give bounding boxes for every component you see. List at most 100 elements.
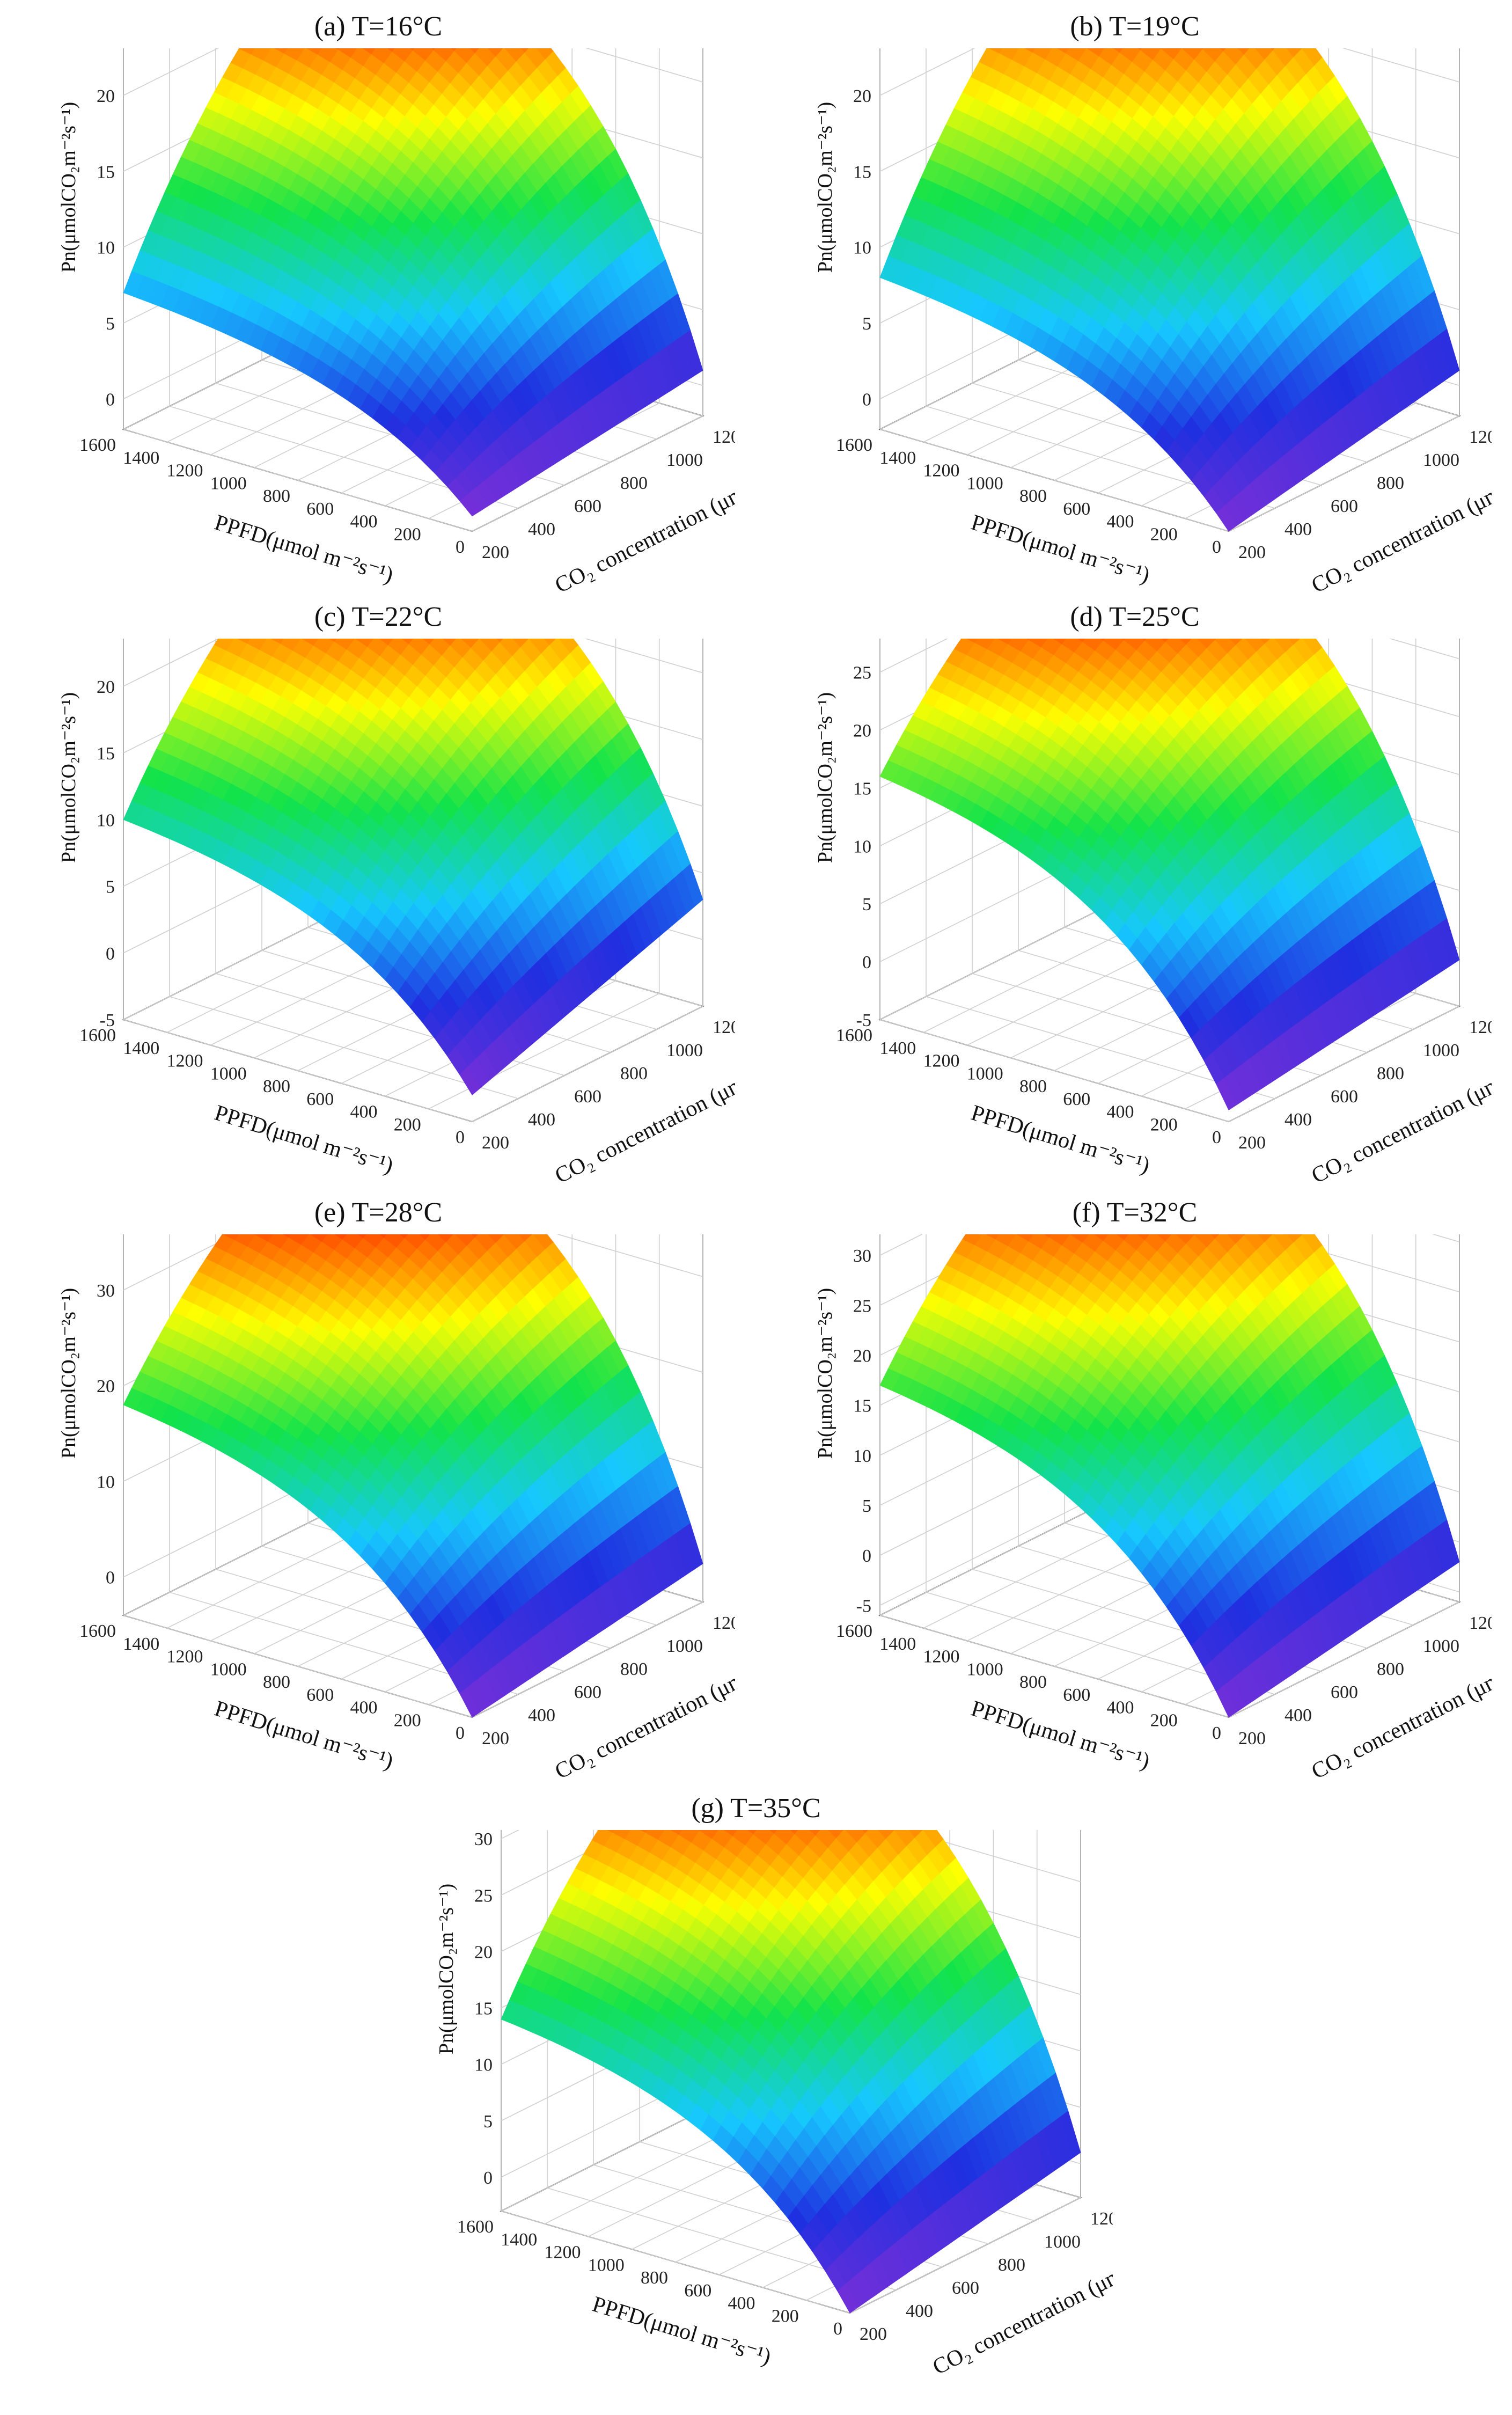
z-tick-label: 15: [853, 162, 871, 182]
panel-title: (d) T=25°C: [778, 601, 1492, 633]
panel-d: (d) T=25°C 20040060080010001200020040060…: [778, 601, 1492, 1224]
panel-title: (f) T=32°C: [778, 1197, 1492, 1228]
x-tick-label: 1000: [666, 1636, 703, 1656]
x-tick-label: 400: [1285, 1110, 1312, 1130]
surface-plot-b: 2004006008001000120002004006008001000120…: [778, 48, 1492, 612]
y-tick-label: 600: [306, 1685, 334, 1705]
x-tick-label: 800: [1377, 473, 1404, 493]
y-tick-label: 1400: [123, 448, 159, 468]
z-tick-label: 0: [106, 390, 115, 409]
x-tick-label: 1000: [1423, 1041, 1459, 1060]
x-tick-label: 1000: [666, 450, 703, 470]
y-tick-label: 0: [456, 1128, 465, 1147]
x-tick-label: 200: [482, 1133, 509, 1153]
y-tick-label: 1000: [210, 1064, 247, 1084]
y-tick-label: 1600: [79, 1621, 116, 1641]
y-tick-label: 200: [394, 1115, 421, 1135]
x-tick-label: 1200: [713, 1018, 735, 1037]
y-tick-label: 0: [1212, 537, 1221, 557]
panel-e: (e) T=28°C 20040060080010001200020040060…: [21, 1197, 735, 1819]
x-tick-label: 400: [1285, 519, 1312, 539]
x-tick-label: 400: [528, 519, 555, 539]
z-tick-label: 10: [853, 238, 871, 258]
x-tick-label: 800: [620, 1659, 648, 1679]
surface-plot-d: 2004006008001000120002004006008001000120…: [778, 639, 1492, 1202]
surface-plot-f: 2004006008001000120002004006008001000120…: [778, 1234, 1492, 1798]
x-tick-label: 1200: [1469, 1018, 1492, 1037]
y-tick-label: 1000: [967, 1064, 1003, 1084]
z-axis-label: Pn(μmolCO₂m⁻²s⁻¹): [57, 1288, 80, 1459]
panel-f: (f) T=32°C 20040060080010001200020040060…: [778, 1197, 1492, 1819]
y-tick-label: 1200: [167, 1647, 203, 1667]
x-tick-label: 600: [574, 1682, 601, 1702]
y-tick-label: 800: [263, 1672, 290, 1692]
x-tick-label: 400: [528, 1706, 555, 1725]
surface-plot-e: 2004006008001000120002004006008001000120…: [21, 1234, 735, 1798]
y-tick-label: 1200: [923, 461, 960, 481]
y-tick-label: 1000: [210, 473, 247, 493]
y-tick-label: 0: [456, 537, 465, 557]
z-tick-label: 15: [853, 779, 871, 799]
z-tick-label: 5: [862, 895, 871, 914]
z-tick-label: 10: [97, 1472, 115, 1492]
z-tick-label: 0: [106, 1568, 115, 1588]
z-tick-label: 0: [106, 944, 115, 964]
x-tick-label: 600: [1331, 496, 1358, 516]
z-tick-label: -5: [100, 1011, 115, 1030]
panel-title: (e) T=28°C: [21, 1197, 735, 1228]
x-tick-label: 1000: [1423, 450, 1459, 470]
panel-b: (b) T=19°C 200 400 600 800 1000 1200 0 200 400 60…: [778, 11, 1492, 633]
x-tick-label: 1200: [713, 1613, 735, 1633]
z-tick-label: 15: [97, 162, 115, 182]
z-tick-label: -5: [856, 1011, 871, 1030]
y-tick-label: 1000: [210, 1659, 247, 1679]
y-tick-label: 600: [306, 499, 334, 519]
z-axis-label: Pn(μmolCO₂m⁻²s⁻¹): [57, 692, 80, 863]
z-axis-label: Pn(μmolCO₂m⁻²s⁻¹): [814, 692, 836, 863]
z-tick-label: 10: [97, 238, 115, 258]
y-tick-label: 1400: [123, 1634, 159, 1654]
y-tick-label: 600: [1063, 1089, 1090, 1109]
x-tick-label: 600: [1331, 1087, 1358, 1107]
y-tick-label: 0: [456, 1723, 465, 1743]
panel-title: (b) T=19°C: [778, 11, 1492, 42]
y-tick-label: 800: [263, 486, 290, 506]
y-tick-label: 800: [1019, 1077, 1047, 1096]
y-tick-label: 1200: [167, 461, 203, 481]
y-tick-label: 200: [1150, 524, 1178, 544]
y-tick-label: 400: [1107, 512, 1134, 532]
x-tick-label: 800: [620, 1064, 648, 1084]
z-tick-label: 25: [853, 663, 871, 683]
z-tick-label: 30: [97, 1281, 115, 1301]
y-tick-label: 0: [1212, 1128, 1221, 1147]
y-tick-label: 600: [1063, 499, 1090, 519]
y-tick-label: 800: [1019, 486, 1047, 506]
z-tick-label: 10: [97, 810, 115, 830]
panel-title: (a) T=16°C: [21, 11, 735, 42]
x-tick-label: 200: [1238, 1133, 1266, 1153]
x-tick-label: 200: [1238, 543, 1266, 562]
z-tick-label: 0: [862, 953, 871, 972]
surface-plot-c: 2004006008001000120002004006008001000120…: [21, 639, 735, 1202]
y-tick-label: 1600: [836, 435, 872, 455]
z-tick-label: 20: [97, 86, 115, 106]
z-tick-label: 20: [97, 677, 115, 697]
x-tick-label: 1200: [1469, 427, 1492, 447]
z-tick-label: 0: [862, 390, 871, 409]
x-tick-label: 800: [620, 473, 648, 493]
x-tick-label: 600: [574, 1087, 601, 1107]
x-tick-label: 600: [574, 496, 601, 516]
y-tick-label: 1400: [123, 1038, 159, 1058]
y-tick-label: 400: [350, 1102, 378, 1122]
z-tick-label: 20: [97, 1377, 115, 1396]
z-tick-label: 5: [106, 314, 115, 334]
y-tick-label: 400: [350, 512, 378, 532]
x-tick-label: 1000: [666, 1041, 703, 1060]
y-tick-label: 200: [394, 1710, 421, 1730]
z-axis-label: Pn(μmolCO₂m⁻²s⁻¹): [814, 102, 836, 273]
y-tick-label: 1600: [79, 435, 116, 455]
panel-c: (c) T=22°C 20040060080010001200020040060…: [21, 601, 735, 1224]
y-tick-label: 800: [263, 1077, 290, 1096]
z-tick-label: 5: [106, 877, 115, 897]
y-tick-label: 600: [306, 1089, 334, 1109]
